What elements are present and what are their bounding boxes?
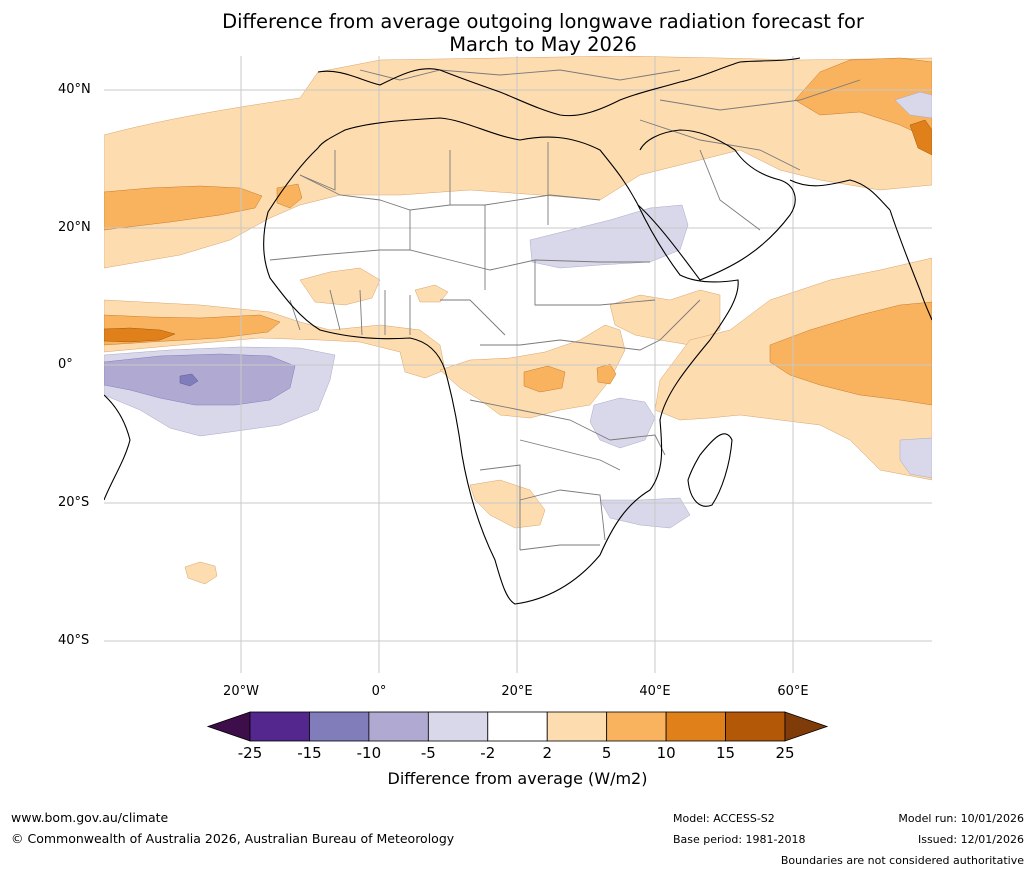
southern-europe-coastline — [317, 57, 801, 117]
south-america-coastline-edge — [104, 394, 131, 501]
graticule — [104, 56, 932, 673]
mozambique-channel-region — [599, 497, 691, 529]
indian-ocean-patch — [769, 301, 932, 406]
border-drc-south — [469, 399, 611, 441]
border-south-africa — [519, 544, 600, 551]
lat-label-40s: 40°S — [58, 633, 90, 648]
colorbar-cell — [487, 711, 548, 742]
title-line-1: Difference from average outgoing longwav… — [222, 10, 864, 33]
colorbar-tick-label: -25 — [237, 744, 263, 762]
border-sahara-north — [299, 174, 601, 211]
northern-africa-small-patch — [414, 284, 449, 303]
north-atlantic-strip — [104, 185, 263, 231]
map-area — [104, 56, 932, 673]
colorbar-cell — [546, 711, 608, 742]
caspian-region — [894, 91, 932, 119]
anomaly-10-to-15-regions — [104, 119, 932, 343]
colorbar-cell — [368, 711, 429, 742]
anomaly-minus10-to-minus5-regions — [104, 353, 296, 406]
colorbar-extend-low — [206, 711, 251, 742]
colorbar-tick-label: -5 — [420, 744, 436, 762]
border-morocco-algeria — [299, 150, 336, 191]
colorbar-label: Difference from average (W/m2) — [387, 769, 648, 788]
congo-patch — [523, 365, 566, 393]
persian-gulf-coastline — [789, 179, 891, 211]
border-sahel — [269, 249, 650, 271]
colorbar-tick-label: 15 — [716, 744, 736, 762]
border-drc-north — [480, 339, 601, 346]
border-namibia — [479, 464, 521, 550]
lat-label-equator: 0° — [58, 357, 73, 372]
border-middle-east — [639, 79, 861, 231]
colorbar-cell — [427, 711, 489, 742]
lat-label-20s: 20°S — [58, 495, 90, 510]
southwest-indian-ocean-region — [899, 437, 932, 479]
colorbar-tick-label: -15 — [297, 744, 322, 762]
lon-label-20w: 20°W — [223, 684, 259, 699]
border-botswana-zimbabwe — [519, 489, 606, 541]
colorbar-cell — [665, 711, 726, 742]
chart-title: Difference from average outgoing longwav… — [150, 10, 936, 56]
east-africa-patch — [609, 289, 721, 346]
tropical-atlantic-core — [104, 327, 176, 343]
anomaly-map — [104, 56, 932, 673]
lat-label-40n: 40°N — [58, 82, 91, 97]
title-line-2: March to May 2026 — [449, 33, 637, 56]
colorbar-cell — [606, 711, 667, 742]
border-nigeria-cameroon — [440, 299, 506, 336]
east-africa-lakes-region — [589, 397, 656, 449]
base-period: Base period: 1981-2018 — [673, 833, 806, 846]
lon-label-20e: 20°E — [501, 684, 533, 699]
copyright-text: © Commonwealth of Australia 2026, Austra… — [11, 831, 455, 846]
africa-coastline — [263, 117, 739, 605]
border-ethiopia-kenya — [599, 299, 701, 351]
colorbar-tick-label: 2 — [542, 744, 552, 762]
coastlines — [104, 57, 932, 605]
border-europe — [359, 69, 681, 81]
border-west-africa-coastal — [289, 289, 411, 336]
southern-africa-patch — [469, 479, 546, 529]
boundaries-disclaimer: Boundaries are not considered authoritat… — [780, 854, 1024, 867]
model-run-date: Model run: 10/01/2026 — [898, 812, 1024, 825]
arabian-peninsula-coastline — [637, 129, 796, 281]
lon-label-0: 0° — [371, 684, 387, 699]
lat-label-20n: 20°N — [58, 220, 91, 235]
colorbar-cells — [206, 711, 829, 742]
colorbar-tick-label: 25 — [775, 744, 795, 762]
colorbar-cell — [249, 711, 310, 742]
equatorial-atlantic-core — [179, 373, 199, 387]
colorbar-cell — [725, 711, 786, 742]
sudan-region — [529, 204, 689, 269]
colorbar-tick-label: 10 — [656, 744, 676, 762]
border-sudans — [534, 260, 656, 306]
colorbar-tick-label: 5 — [601, 744, 612, 762]
model-name: Model: ACCESS-S2 — [673, 812, 775, 825]
middle-east-patch — [794, 57, 932, 141]
south-atlantic-patch — [184, 561, 218, 585]
colorbar-cell — [309, 711, 370, 742]
anomaly-minus15-to-minus10-regions — [179, 373, 199, 387]
lon-label-40e: 40°E — [639, 684, 671, 699]
equatorial-atlantic-region — [104, 353, 296, 406]
issued-date: Issued: 12/01/2026 — [917, 833, 1024, 846]
lon-label-60e: 60°E — [777, 684, 809, 699]
colorbar — [206, 711, 829, 742]
iran-core — [909, 119, 932, 156]
country-borders — [269, 69, 861, 551]
colorbar-tick-label: -2 — [480, 744, 496, 762]
colorbar-tick-label: -10 — [356, 744, 382, 762]
india-coastline — [889, 209, 932, 321]
madagascar-coastline — [687, 433, 733, 507]
border-angola-zambia — [519, 439, 621, 471]
website-link[interactable]: www.bom.gov.au/climate — [11, 810, 169, 825]
colorbar-extend-high — [784, 711, 829, 742]
